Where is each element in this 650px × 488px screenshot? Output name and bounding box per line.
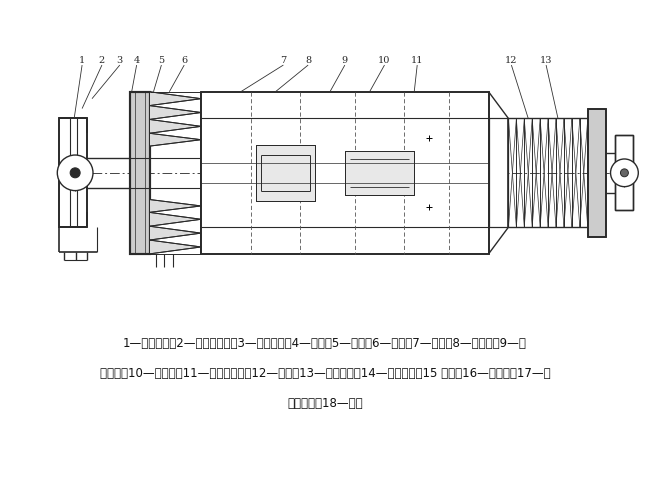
Polygon shape: [150, 120, 201, 133]
Bar: [345, 151, 414, 195]
Bar: [255, 145, 315, 201]
Text: 3: 3: [116, 56, 123, 64]
Text: 2: 2: [99, 56, 105, 64]
Bar: [59, 119, 87, 227]
Bar: [201, 92, 489, 254]
Text: 12: 12: [505, 56, 517, 64]
Bar: [489, 119, 508, 227]
Bar: [588, 108, 606, 237]
Polygon shape: [150, 200, 201, 212]
Text: 1—限位装置；2—防带杆装置；3—上端法兰；4—挡环；5—转环；6—芯杆；7—键条；8—加压台；9—导: 1—限位装置；2—防带杆装置；3—上端法兰；4—挡环；5—转环；6—芯杆；7—键…: [123, 337, 527, 350]
Circle shape: [610, 159, 638, 187]
Polygon shape: [150, 240, 201, 254]
Circle shape: [621, 169, 629, 177]
Bar: [255, 145, 315, 201]
Bar: [616, 135, 633, 210]
Bar: [130, 92, 150, 254]
Polygon shape: [150, 212, 201, 226]
Text: 5: 5: [159, 56, 164, 64]
Bar: [201, 92, 489, 254]
Polygon shape: [150, 92, 201, 105]
Bar: [59, 119, 87, 227]
Bar: [130, 92, 150, 254]
Text: 9: 9: [342, 56, 348, 64]
Circle shape: [70, 168, 80, 178]
Bar: [489, 119, 508, 227]
Circle shape: [57, 155, 93, 191]
Bar: [616, 135, 633, 210]
Text: 10: 10: [378, 56, 391, 64]
Text: 1: 1: [79, 56, 85, 64]
Text: 7: 7: [280, 56, 287, 64]
Polygon shape: [150, 133, 201, 146]
Polygon shape: [150, 105, 201, 120]
Text: 13: 13: [540, 56, 552, 64]
Bar: [588, 108, 606, 237]
Text: 4: 4: [133, 56, 140, 64]
Text: 6: 6: [181, 56, 187, 64]
Text: 向斜块；10—分水盘；11—下减震装置；12—方头；13—钗杆销轴；14—减震总成；15 一杆；16—中间杆；17—防: 向斜块；10—分水盘；11—下减震装置；12—方头；13—钗杆销轴；14—减震总…: [99, 367, 551, 380]
Polygon shape: [150, 226, 201, 240]
Text: 8: 8: [305, 56, 311, 64]
Bar: [345, 151, 414, 195]
Text: 11: 11: [411, 56, 423, 64]
Text: 带杆托盘；18—扁头: 带杆托盘；18—扁头: [287, 397, 363, 409]
